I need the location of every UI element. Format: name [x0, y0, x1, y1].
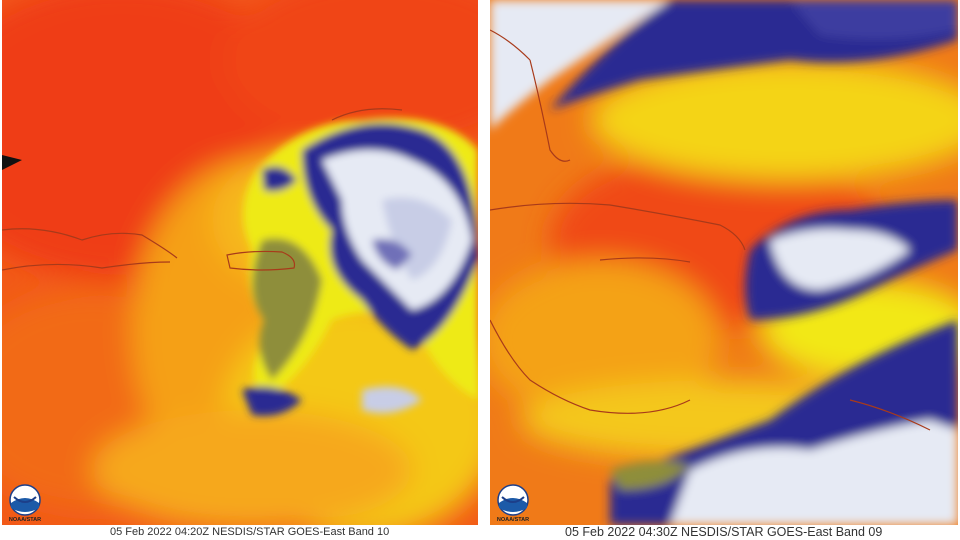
- black-landmass: [2, 155, 22, 170]
- coastlines: [2, 108, 403, 271]
- caption-band09: 05 Feb 2022 04:30Z NESDIS/STAR GOES-East…: [565, 525, 883, 539]
- noaa-icon: [9, 484, 41, 516]
- logo-sub-label: NOAA/STAR: [8, 517, 42, 523]
- coastlines: [490, 29, 931, 431]
- noaa-logo-right: NOAA/STAR: [494, 483, 532, 523]
- caption-band10: 05 Feb 2022 04:20Z NESDIS/STAR GOES-East…: [110, 526, 390, 538]
- band09-imagery: [490, 0, 958, 525]
- noaa-icon: [497, 484, 529, 516]
- band10-imagery: [2, 0, 478, 525]
- satellite-image-band10: NOAA/STAR: [2, 0, 478, 525]
- satellite-image-band09: NOAA/STAR: [490, 0, 958, 525]
- logo-sub-label: NOAA/STAR: [496, 517, 530, 523]
- noaa-logo-left: NOAA/STAR: [6, 483, 44, 523]
